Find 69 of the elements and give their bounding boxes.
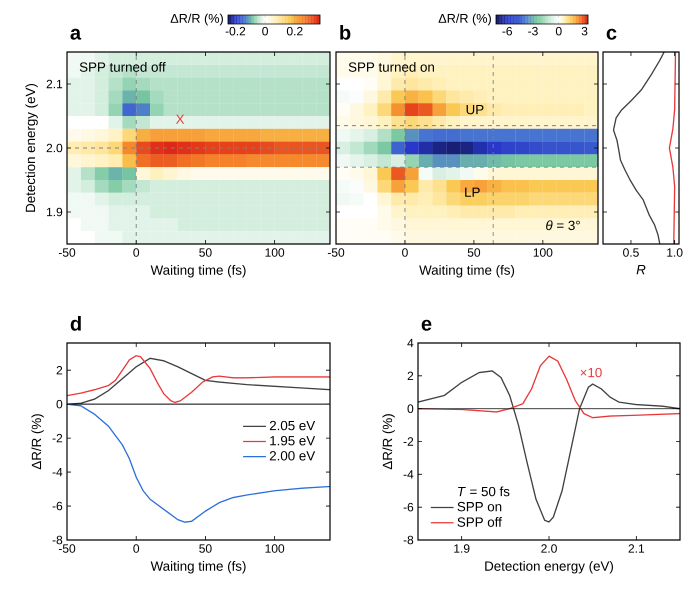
legend-label: 2.05 eV — [270, 420, 316, 430]
annotation: X — [176, 114, 184, 124]
color-bar-label: -6 — [502, 26, 512, 36]
x-axis-title: Waiting time (fs) — [419, 265, 514, 278]
x-tick-label: -50 — [328, 248, 344, 257]
legend-label: 2.00 eV — [270, 451, 316, 460]
color-bar-label: 0 — [262, 26, 268, 36]
legend-label: 1.95 eV — [270, 436, 316, 446]
y-tick-label: 0 — [56, 400, 62, 408]
x-axis-title: R — [636, 265, 646, 274]
x-axis-title: Waiting time (fs) — [150, 561, 246, 574]
y-axis-title: Detection energy (eV) — [25, 84, 38, 212]
legend-label: SPP on — [458, 502, 502, 512]
y-tick-label: 2.1 — [46, 80, 62, 88]
x-tick-label: 1.0 — [667, 248, 683, 257]
x-tick-label: 0.5 — [623, 248, 639, 257]
y-tick-label: -6 — [52, 502, 62, 510]
x-axis-title: Detection energy (eV) — [485, 561, 613, 574]
color-bar-label: 0 — [556, 26, 562, 36]
x-tick-label: 1.9 — [454, 544, 470, 553]
y-tick-label: -4 — [52, 468, 62, 476]
legend-title: T = 50 fs — [458, 486, 510, 496]
annotation: SPP turned off — [80, 62, 166, 72]
y-tick-label: 2.0 — [46, 144, 62, 152]
x-tick-label: 50 — [199, 248, 212, 257]
y-tick-label: 2 — [408, 372, 414, 380]
y-tick-label: -4 — [404, 470, 414, 478]
color-bar-title: ΔR/R (%) — [438, 14, 491, 26]
color-bar-label: -0.2 — [226, 26, 246, 36]
x-tick-label: -50 — [58, 248, 76, 257]
x-tick-label: -50 — [58, 544, 76, 553]
annotation: LP — [465, 188, 480, 197]
legend-label: SPP off — [458, 517, 502, 527]
x-tick-label: 2.0 — [541, 544, 557, 553]
y-axis-title: ΔR/R (%) — [31, 414, 44, 470]
y-tick-label: 0 — [408, 404, 414, 413]
x-tick-label: 100 — [266, 248, 284, 257]
color-bar-label: -3 — [528, 26, 538, 36]
y-tick-label: -8 — [52, 536, 62, 544]
y-tick-label: -6 — [404, 502, 414, 512]
chart-title: b — [340, 25, 350, 40]
line-series — [418, 355, 680, 418]
y-tick-label: -8 — [404, 536, 414, 544]
color-bar-label: 3 — [582, 26, 588, 36]
y-tick-label: 2 — [56, 366, 62, 374]
annotation: ×10 — [580, 368, 602, 378]
x-tick-label: 50 — [468, 248, 480, 257]
annotation: θ = 3° — [546, 220, 580, 230]
chart-title: d — [70, 316, 81, 331]
y-tick-label: -2 — [404, 437, 414, 446]
x-tick-label: 50 — [199, 544, 212, 553]
x-tick-label: 100 — [534, 248, 552, 257]
annotation: UP — [466, 104, 484, 114]
x-tick-label: 100 — [266, 544, 284, 553]
y-axis-title: ΔR/R (%) — [382, 414, 395, 470]
color-bar-title: ΔR/R (%) — [170, 14, 223, 26]
annotation: SPP turned on — [348, 62, 434, 72]
x-tick-label: 0 — [133, 248, 140, 257]
x-tick-label: 0 — [133, 544, 140, 553]
y-tick-label: 1.9 — [46, 208, 62, 216]
color-bar-label: 0.2 — [286, 26, 303, 36]
chart-title: e — [422, 320, 432, 331]
line-series — [67, 403, 330, 523]
chart-title: c — [606, 28, 616, 40]
x-axis-title: Waiting time (fs) — [150, 265, 246, 278]
x-tick-label: 2.1 — [628, 544, 644, 553]
y-tick-label: 4 — [407, 338, 414, 348]
y-tick-label: -2 — [52, 434, 62, 442]
chart-title: a — [70, 28, 82, 40]
